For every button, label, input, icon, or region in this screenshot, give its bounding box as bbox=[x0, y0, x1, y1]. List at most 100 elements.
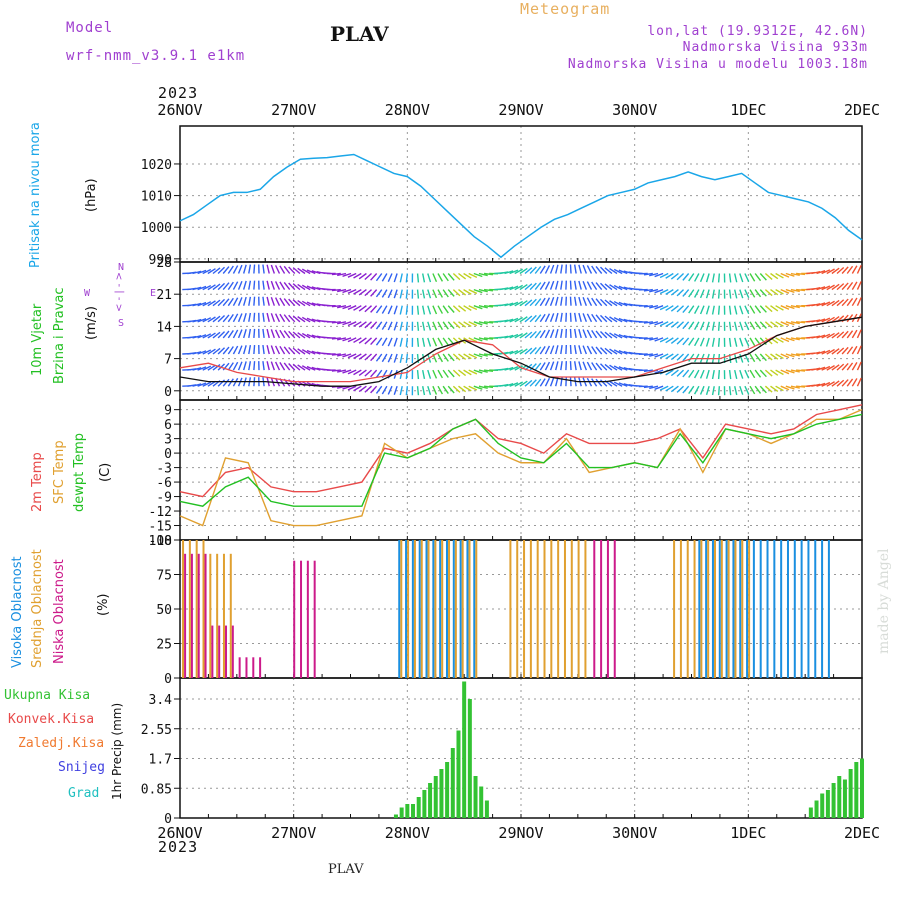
total-precip-bar bbox=[411, 804, 416, 818]
wind-arrow-field bbox=[182, 264, 862, 396]
wind-arrow bbox=[266, 296, 270, 306]
wind-arrow bbox=[688, 273, 695, 282]
wind-arrow bbox=[463, 272, 472, 279]
mid-cloud-bar bbox=[509, 540, 512, 678]
wind-arrow bbox=[381, 385, 388, 395]
wind-arrow bbox=[764, 289, 773, 297]
wind-arrow bbox=[539, 265, 546, 274]
wind-arrow bbox=[207, 348, 216, 355]
wind-arrow bbox=[297, 283, 306, 291]
low-cloud-bar bbox=[613, 540, 616, 678]
wind-arrow bbox=[405, 386, 409, 396]
wind-arrow bbox=[785, 385, 795, 390]
y-tick-label: 25 bbox=[156, 638, 172, 653]
wind-arrow bbox=[421, 289, 426, 299]
wind-arrow bbox=[717, 370, 721, 380]
wind-arrow bbox=[337, 305, 347, 309]
wind-arrow bbox=[711, 337, 715, 347]
mid-cloud-bar bbox=[720, 540, 723, 678]
wind-arrow bbox=[227, 297, 234, 307]
wind-arrow bbox=[560, 264, 563, 274]
wind-arrow bbox=[370, 337, 378, 346]
wind-arrow bbox=[717, 305, 721, 315]
wind-arrow bbox=[519, 316, 528, 323]
wind-arrow bbox=[759, 353, 767, 362]
wind-arrow bbox=[643, 369, 653, 373]
wind-arrow bbox=[297, 316, 306, 323]
wind-arrow bbox=[222, 282, 230, 291]
wind-arrow bbox=[237, 264, 243, 274]
wind-arrow bbox=[688, 321, 695, 330]
wind-arrow bbox=[554, 280, 559, 290]
y-tick-label: 1010 bbox=[141, 190, 172, 205]
wind-arrow bbox=[197, 382, 207, 387]
wind-arrow bbox=[202, 317, 212, 323]
wind-arrow bbox=[529, 347, 537, 355]
wind-arrow bbox=[478, 369, 488, 373]
wind-arrow bbox=[288, 346, 296, 355]
wind-arrow bbox=[202, 365, 212, 371]
wind-arrow bbox=[609, 364, 618, 371]
wind-arrow bbox=[739, 273, 744, 283]
high-cloud-bar bbox=[780, 540, 783, 678]
wind-arrow bbox=[780, 305, 790, 310]
wind-arrow bbox=[217, 315, 226, 323]
wind-arrow bbox=[452, 272, 461, 281]
wind-arrow bbox=[796, 353, 806, 356]
cloud-label-low: Niska Oblacnost bbox=[52, 559, 67, 664]
wind-arrow bbox=[775, 272, 784, 279]
wind-arrow bbox=[796, 385, 806, 388]
y-tick-label: 0 bbox=[164, 672, 172, 687]
wind-arrow bbox=[676, 305, 685, 313]
wind-arrow bbox=[851, 281, 858, 290]
wind-arrow bbox=[595, 378, 603, 387]
wind-arrow bbox=[279, 329, 286, 339]
wind-arrow bbox=[483, 337, 494, 340]
wind-arrow bbox=[654, 305, 664, 310]
wind-arrow bbox=[288, 330, 296, 339]
wind-arrow bbox=[301, 316, 311, 323]
wind-arrow bbox=[560, 296, 563, 306]
wind-arrow bbox=[569, 312, 572, 322]
mid-cloud-bar bbox=[229, 553, 232, 678]
wind-arrow bbox=[524, 283, 533, 291]
wind-arrow bbox=[544, 265, 551, 274]
wind-arrow bbox=[266, 345, 270, 355]
total-precip-bar bbox=[848, 769, 853, 818]
mid-cloud-bar bbox=[209, 553, 212, 678]
wind-arrow bbox=[370, 305, 378, 313]
wind-arrow bbox=[222, 298, 230, 307]
wind-arrow bbox=[705, 305, 710, 315]
wind-arrow bbox=[705, 369, 710, 379]
wind-arrow bbox=[458, 289, 467, 296]
wind-arrow bbox=[447, 273, 455, 281]
wind-arrow bbox=[399, 273, 403, 283]
wind-arrow bbox=[749, 321, 756, 330]
wind-arrow bbox=[311, 350, 321, 355]
wind-arrow bbox=[242, 312, 247, 322]
wind-arrow bbox=[785, 337, 795, 342]
x-tick-label-bottom: 26NOV bbox=[157, 824, 202, 842]
wind-arrow bbox=[504, 366, 514, 371]
wind-arrow bbox=[670, 369, 679, 377]
wind-arrow bbox=[207, 268, 216, 275]
low-cloud-bar bbox=[238, 657, 241, 678]
wind-arrow bbox=[279, 297, 286, 307]
wind-arrow bbox=[836, 347, 845, 355]
wind-arrow bbox=[831, 380, 840, 387]
temp2m-series-line bbox=[179, 404, 863, 498]
wind-arrow bbox=[292, 267, 301, 275]
wind-arrow bbox=[437, 321, 444, 331]
wind-arrow bbox=[364, 321, 372, 329]
wind-arrow bbox=[529, 363, 537, 371]
wind-arrow bbox=[227, 281, 234, 290]
wind-arrow bbox=[353, 305, 362, 311]
wind-arrow bbox=[421, 273, 426, 283]
wind-arrow bbox=[693, 273, 700, 282]
wind-arrow bbox=[242, 280, 247, 290]
wind-arrow bbox=[831, 283, 840, 291]
wind-arrow bbox=[682, 321, 690, 330]
wind-arrow bbox=[586, 297, 593, 307]
high-cloud-bar bbox=[725, 540, 728, 678]
wind-arrow bbox=[232, 265, 239, 274]
